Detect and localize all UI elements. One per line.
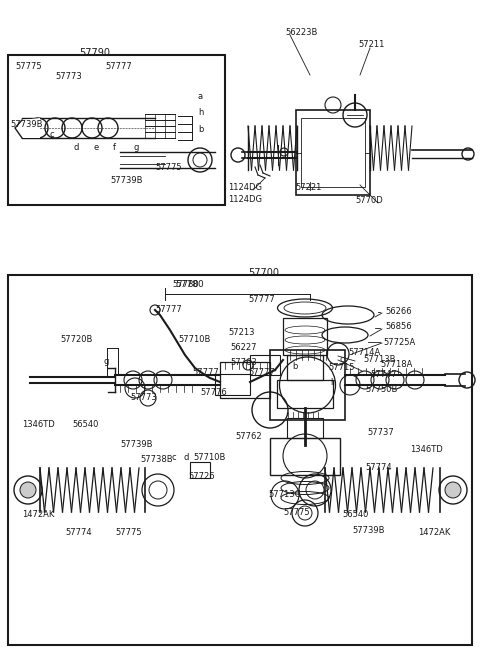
Text: 57777: 57777: [192, 368, 219, 377]
Bar: [8, 55, 225, 205]
Text: g: g: [103, 357, 108, 366]
Bar: [190, 462, 210, 478]
Text: 57718A: 57718A: [380, 360, 412, 369]
Text: 57737: 57737: [367, 428, 394, 437]
Text: 56540: 56540: [342, 510, 368, 519]
Text: a: a: [198, 92, 203, 101]
Text: 56856: 56856: [385, 322, 412, 331]
Text: 1124DG: 1124DG: [228, 183, 262, 192]
Text: 57726: 57726: [188, 472, 215, 481]
Text: 57715: 57715: [328, 363, 355, 372]
Text: 57700: 57700: [248, 268, 279, 278]
Bar: [250, 355, 280, 375]
Text: 57773: 57773: [55, 72, 82, 81]
Text: 57739B: 57739B: [352, 526, 384, 535]
Bar: [287, 355, 323, 380]
Bar: [220, 362, 270, 398]
Text: 57775: 57775: [283, 508, 310, 517]
Text: 57775: 57775: [115, 528, 142, 537]
Text: 57221: 57221: [295, 183, 322, 192]
Circle shape: [445, 482, 461, 498]
Text: 57774: 57774: [65, 528, 92, 537]
Text: 57762: 57762: [235, 432, 262, 441]
Text: 57790: 57790: [80, 48, 110, 58]
Circle shape: [20, 482, 36, 498]
Text: c: c: [50, 130, 55, 139]
Bar: [301, 118, 365, 187]
Text: h: h: [198, 108, 204, 117]
Bar: [283, 318, 327, 355]
Text: 57739B: 57739B: [110, 176, 143, 185]
Text: 1346TD: 1346TD: [410, 445, 443, 454]
Text: 57211: 57211: [358, 40, 384, 49]
Text: g: g: [133, 143, 138, 152]
Bar: [270, 350, 345, 420]
Text: 57710B: 57710B: [193, 453, 226, 462]
Bar: [277, 380, 333, 408]
Bar: [215, 374, 250, 395]
Text: 1472AK: 1472AK: [22, 510, 54, 519]
Text: 57713B: 57713B: [363, 355, 396, 364]
Text: c: c: [172, 453, 177, 462]
Text: 57780: 57780: [175, 280, 204, 289]
Text: 57739B: 57739B: [10, 120, 43, 129]
Text: 57750B: 57750B: [365, 385, 397, 394]
Text: 57714A: 57714A: [348, 348, 380, 357]
Text: 56223B: 56223B: [285, 28, 317, 37]
Text: 57780: 57780: [172, 280, 199, 289]
Text: 57775: 57775: [155, 163, 181, 172]
Text: h: h: [330, 378, 336, 387]
Text: 5770D: 5770D: [355, 196, 383, 205]
Text: 57776: 57776: [200, 388, 227, 397]
Text: 57775: 57775: [15, 62, 42, 71]
Text: e: e: [93, 143, 98, 152]
Bar: [287, 418, 323, 438]
Text: 57713C: 57713C: [268, 490, 300, 499]
Text: 57777: 57777: [155, 305, 182, 314]
Text: 57739B: 57739B: [120, 440, 153, 449]
Polygon shape: [15, 118, 40, 138]
Text: 57763: 57763: [230, 358, 257, 367]
Text: 56540: 56540: [72, 420, 98, 429]
Text: 57777: 57777: [248, 368, 275, 377]
Text: 57777: 57777: [248, 295, 275, 304]
Text: 56266: 56266: [385, 307, 412, 316]
Text: 57774: 57774: [365, 463, 392, 472]
Text: b: b: [198, 125, 204, 134]
Text: 57773: 57773: [130, 393, 157, 402]
Text: 56227: 56227: [230, 343, 256, 352]
Text: 57738B: 57738B: [140, 455, 173, 464]
Bar: [296, 110, 370, 195]
Bar: [270, 438, 340, 475]
Text: d: d: [183, 453, 188, 462]
Text: 57777: 57777: [105, 62, 132, 71]
Text: c: c: [340, 355, 345, 364]
Text: 57710B: 57710B: [178, 335, 210, 344]
Text: 57213: 57213: [228, 328, 254, 337]
Text: d: d: [73, 143, 78, 152]
Text: 57720B: 57720B: [60, 335, 92, 344]
Text: b: b: [292, 362, 298, 371]
Text: 57725A: 57725A: [383, 338, 415, 347]
Text: 57747: 57747: [370, 370, 396, 379]
Text: f: f: [113, 143, 116, 152]
Text: 1124DG: 1124DG: [228, 195, 262, 204]
Text: 1472AK: 1472AK: [418, 528, 450, 537]
Text: 1346TD: 1346TD: [22, 420, 55, 429]
Bar: [8, 275, 472, 645]
